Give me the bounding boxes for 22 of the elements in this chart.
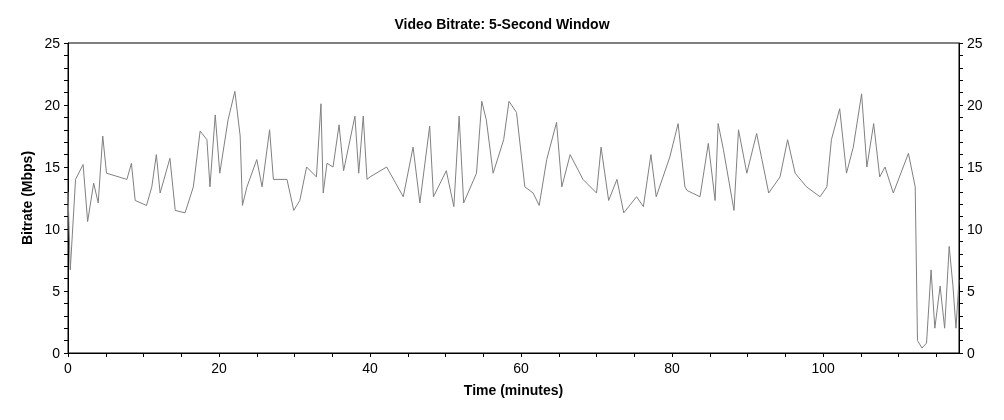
y2-tick-label: 15	[967, 159, 983, 175]
x-axis-title: Time (minutes)	[463, 382, 564, 398]
chart-title: Video Bitrate: 5-Second Window	[394, 16, 610, 32]
x-tick-label: 40	[362, 360, 379, 376]
y-tick-label: 15	[44, 159, 61, 175]
y2-tick-label: 25	[967, 35, 983, 51]
x-tick-label: 80	[664, 360, 681, 376]
y-tick-label: 0	[52, 345, 61, 361]
y2-tick-label: 0	[967, 345, 975, 361]
y-tick-label: 25	[44, 35, 61, 51]
y-axis-title: Bitrate (Mbps)	[18, 150, 35, 246]
y2-tick-label: 20	[967, 97, 983, 113]
x-tick-label: 60	[513, 360, 530, 376]
x-tick-label: 20	[211, 360, 228, 376]
y2-tick-label: 10	[967, 221, 983, 237]
x-tick-label: 100	[811, 360, 835, 376]
y-tick-label: 10	[44, 221, 61, 237]
line-series	[67, 90, 960, 349]
y-tick-label: 20	[44, 97, 61, 113]
y-tick-label: 5	[52, 283, 61, 299]
x-tick-label: 0	[64, 360, 73, 376]
y2-tick-label: 5	[967, 283, 975, 299]
